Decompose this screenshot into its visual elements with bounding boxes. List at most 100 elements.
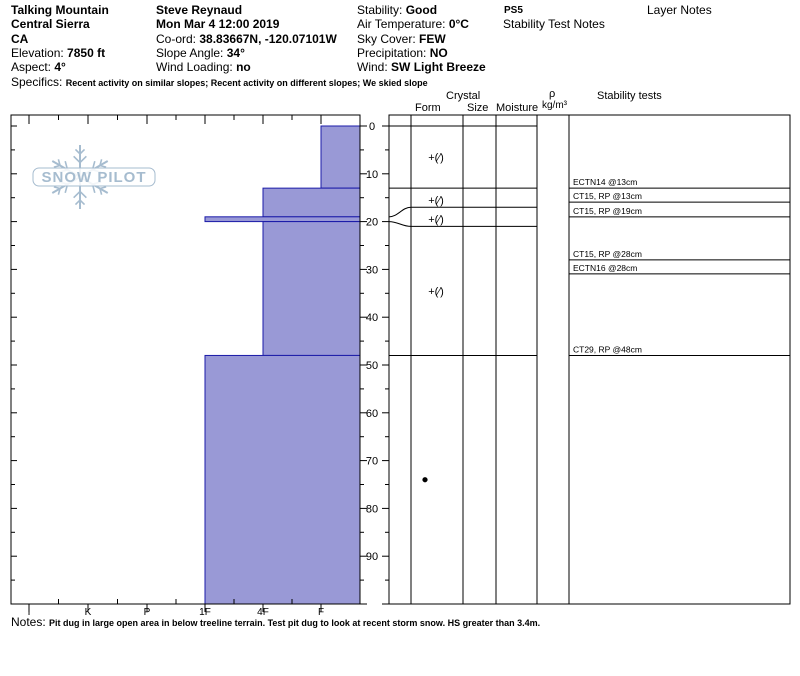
hardness-layer-4 [204,354,361,605]
snowflake-branch [79,155,87,164]
hardness-tick-label-5: F [318,607,324,618]
grain-form-2: +(⁄) [428,214,444,226]
snow-pilot-logo: SNOW PILOT [32,145,156,209]
snowflake-branch [79,199,86,206]
chart-frames [10,114,791,605]
stability-test-label-2: CT15, RP @19cm [573,206,642,216]
stability-test-markers: ECTN14 @13cm CT15, RP @13cm CT15, RP @19cm… [569,177,790,356]
hardness-tick-label-3: 1F [199,607,211,618]
observer-name: Steve Reynaud [156,3,243,17]
specifics-label: Specifics: [11,75,63,89]
moisture-header: Moisture [496,102,539,114]
size-header: Size [467,102,489,114]
layer-connector-3 [388,221,412,227]
depth-tick-label-4: 40 [366,312,378,324]
specifics-row: Specifics: Recent activity on similar sl… [11,75,428,90]
slope-value: 34° [226,46,245,60]
aspect-row: Aspect: 4° [11,60,66,74]
temperature-point-0 [422,477,428,483]
grain-form-3: +(⁄) [428,286,444,298]
wind-loading-label: Wind Loading: [156,60,233,74]
stability-test-label-4: ECTN16 @28cm [573,263,637,273]
precip-row: Precipitation: NO [357,46,448,60]
snowflake-branch [53,186,61,190]
layer-connector-2 [388,206,412,218]
coord-label: Co-ord: [156,32,197,46]
hardness-layers [204,125,361,605]
air-temp-label: Air Temperature: [357,17,446,31]
layer-notes-heading: Layer Notes [647,3,712,17]
crystal-header: Crystal [446,90,481,102]
logo-text: SNOW PILOT [42,169,147,186]
hardness-layer-0 [320,125,361,189]
notes-label: Notes: [11,615,46,629]
snowflake-branch [53,164,61,168]
depth-tick-label-3: 30 [366,264,378,276]
elevation-row: Elevation: 7850 ft [11,46,105,60]
hardness-tick-label-4: 4F [257,607,269,618]
hardness-tick-label-0: I [28,607,31,618]
grain-form-1: +(⁄) [428,195,444,207]
snowflake-branch [79,190,87,199]
depth-tick-label-0: 0 [369,121,375,133]
sky-row: Sky Cover: FEW [357,32,446,46]
hardness-axis: I K P 1F 4F F [11,115,324,618]
sky-label: Sky Cover: [357,32,416,46]
depth-tick-label-1: 10 [366,169,378,181]
hardness-tick-label-2: P [144,607,151,618]
precip-value: NO [429,46,448,60]
wind-loading-value: no [236,60,251,74]
snowflake-branch [99,159,103,166]
form-header: Form [415,102,441,114]
coord-row: Co-ord: 38.83667N, -120.07101W [156,32,337,46]
depth-tick-label-6: 60 [366,408,378,420]
elevation-value: 7850 ft [67,46,106,60]
stability-tests-header: Stability tests [597,90,662,102]
layer-boundaries [388,125,537,356]
slope-label: Slope Angle: [156,46,224,60]
depth-tick-label-2: 20 [366,217,378,229]
hardness-frame [10,114,361,605]
snowflake-branch [73,190,81,199]
snowflake-branch [74,148,81,155]
hardness-layer-1 [262,187,361,218]
stability-test-label-1: CT15, RP @13cm [573,191,642,201]
snowflake-branch [99,188,103,195]
sky-value: FEW [419,32,446,46]
slope-row: Slope Angle: 34° [156,46,245,60]
stability-label: Stability: [357,3,403,17]
hardness-layer-3 [262,221,361,356]
grain-form-symbols: +(⁄) +(⁄) +(⁄) +(⁄) [428,152,444,298]
depth-tick-label-7: 70 [366,456,378,468]
aspect-value: 4° [54,60,66,74]
grain-form-0: +(⁄) [428,152,444,164]
snowflake-branch [74,199,81,206]
stability-test-label-3: CT15, RP @28cm [573,249,642,259]
hardness-tick-label-1: K [85,607,92,618]
stability-test-notes-heading: Stability Test Notes [503,17,605,31]
wind-loading-row: Wind Loading: no [156,60,251,74]
density-unit-header: kg/m³ [542,100,567,111]
observation-datetime: Mon Mar 4 12:00 2019 [156,17,280,31]
notes-row: Notes: Pit dug in large open area in bel… [11,615,540,630]
stability-test-label-5: CT29, RP @48cm [573,344,642,354]
location-name: Talking Mountain [11,3,109,17]
precip-label: Precipitation: [357,46,427,60]
snowflake-branch [73,155,81,164]
snowflake-branch [99,186,107,190]
location-state: CA [11,32,29,46]
notes-value: Pit dug in large open area in below tree… [49,618,541,628]
coord-value: 38.83667N, -120.07101W [199,32,337,46]
snowflake-branch [79,148,86,155]
depth-axis: 0 10 20 30 40 50 60 70 80 90 [360,121,389,605]
snowflake-branch [99,164,107,168]
aspect-label: Aspect: [11,60,52,74]
air-temp-row: Air Temperature: 0°C [357,17,469,31]
air-temp-value: 0°C [448,17,469,31]
specifics-value: Recent activity on similar slopes; Recen… [65,78,428,88]
stability-value: Good [405,3,438,17]
wind-row: Wind: SW Light Breeze [357,60,486,74]
ps-score: PS5 [504,5,523,16]
rho-header: ρ [549,88,556,100]
